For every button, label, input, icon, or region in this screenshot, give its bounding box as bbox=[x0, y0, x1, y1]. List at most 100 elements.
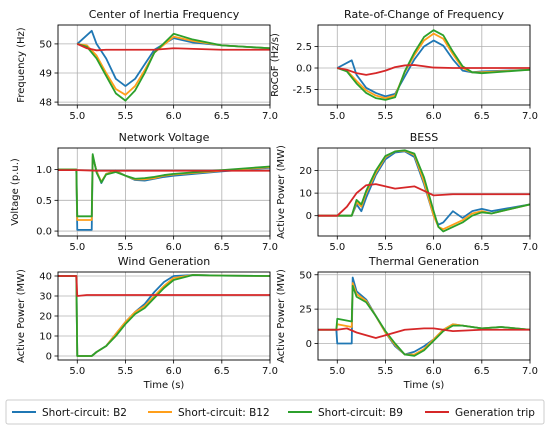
x-tick-label: 7.0 bbox=[262, 111, 278, 122]
y-tick-label: 20 bbox=[39, 312, 52, 323]
series-line-short-circuit-b9 bbox=[318, 284, 530, 357]
y-tick-label: 0.0 bbox=[36, 227, 52, 238]
x-tick-label: 7.0 bbox=[262, 366, 278, 377]
x-tick-label: 5.0 bbox=[69, 111, 85, 122]
legend-item-short-circuit-b9: Short-circuit: B9 bbox=[288, 407, 403, 419]
legend-box bbox=[5, 399, 545, 425]
series-line-short-circuit-b2 bbox=[318, 150, 530, 226]
series-line-short-circuit-b9 bbox=[318, 149, 530, 233]
x-tick-label: 7.0 bbox=[522, 242, 538, 253]
chart-network-voltage: 5.0 5.5 6.0 6.5 7.0 0.0 0.5 1.0 Network Voltage V… bbox=[10, 131, 278, 253]
y-axis-label: Active Power (MW) bbox=[16, 269, 27, 363]
legend-item-short-circuit-b12: Short-circuit: B12 bbox=[148, 407, 270, 419]
chart-title: Network Voltage bbox=[119, 131, 210, 144]
series-group bbox=[76, 29, 270, 102]
x-tick-label: 6.0 bbox=[166, 242, 182, 253]
x-tick-label: 6.5 bbox=[214, 111, 230, 122]
chart-rate-of-change-of-frequency: 5.0 5.5 6.0 6.5 7.0 -2.5 0.0 2.5 Rate-of-Change … bbox=[270, 8, 538, 122]
x-tick-label: 6.0 bbox=[426, 242, 442, 253]
series-line-short-circuit-b9 bbox=[58, 274, 270, 357]
y-tick-label: 50 bbox=[39, 39, 52, 50]
legend-item-generation-trip: Generation trip bbox=[425, 407, 535, 419]
y-axis-label: Active Power (MW) bbox=[276, 269, 287, 363]
y-axis-label: Voltage (p.u.) bbox=[10, 158, 21, 226]
y-axis-label: Active Power (MW) bbox=[276, 145, 287, 239]
plot-frame bbox=[317, 24, 531, 106]
x-tick-label: 7.0 bbox=[262, 242, 278, 253]
y-tick-label: 0.0 bbox=[296, 64, 312, 75]
y-tick-label: 10 bbox=[39, 332, 52, 343]
series-line-short-circuit-b12 bbox=[77, 35, 270, 96]
x-tick-label: 6.5 bbox=[214, 242, 230, 253]
x-axis-label: Time (s) bbox=[403, 380, 445, 391]
x-tick-label: 5.0 bbox=[329, 242, 345, 253]
legend-label: Short-circuit: B9 bbox=[318, 407, 403, 419]
chart-title: Center of Inertia Frequency bbox=[89, 8, 240, 21]
y-tick-label: 49 bbox=[39, 69, 52, 80]
y-tick-label: 10 bbox=[299, 189, 312, 200]
series-line-generation-trip bbox=[318, 327, 530, 339]
series-group bbox=[318, 149, 530, 233]
x-tick-label: 5.5 bbox=[378, 242, 394, 253]
y-tick-label: 0 bbox=[306, 211, 312, 222]
series-line-short-circuit-b12 bbox=[337, 32, 530, 100]
y-tick-label: -2.5 bbox=[292, 85, 312, 96]
legend-item-short-circuit-b2: Short-circuit: B2 bbox=[12, 407, 127, 419]
y-tick-label: 1.0 bbox=[36, 165, 52, 176]
plot-frame bbox=[57, 147, 271, 237]
y-tick-label: 20 bbox=[299, 166, 312, 177]
x-tick-label: 6.0 bbox=[426, 111, 442, 122]
plot-frame bbox=[57, 24, 271, 106]
series-line-short-circuit-b2 bbox=[76, 29, 270, 87]
x-axis-label: Time (s) bbox=[143, 380, 185, 391]
chart-title: BESS bbox=[410, 131, 438, 144]
series-line-short-circuit-b2 bbox=[318, 276, 530, 356]
legend-label: Generation trip bbox=[455, 407, 535, 419]
plot-frame bbox=[317, 147, 531, 237]
chart-bess: 5.0 5.5 6.0 6.5 7.0 0 10 20 BESS Active Power (MW… bbox=[276, 131, 538, 253]
x-tick-label: 5.5 bbox=[118, 111, 134, 122]
x-tick-label: 7.0 bbox=[522, 111, 538, 122]
chart-title: Rate-of-Change of Frequency bbox=[344, 8, 504, 21]
y-tick-label: 30 bbox=[39, 292, 52, 303]
chart-wind-generation: 5.0 5.5 6.0 6.5 7.0 0 10 20 30 40 Wind Generation A… bbox=[16, 255, 278, 391]
x-tick-label: 6.0 bbox=[426, 366, 442, 377]
x-tick-label: 5.0 bbox=[329, 366, 345, 377]
series-line-generation-trip bbox=[58, 275, 270, 297]
series-line-short-circuit-b2 bbox=[336, 39, 530, 98]
legend-label: Short-circuit: B12 bbox=[178, 407, 270, 419]
chart-title: Wind Generation bbox=[118, 255, 211, 268]
x-tick-label: 5.5 bbox=[378, 111, 394, 122]
y-tick-label: 40 bbox=[39, 272, 52, 283]
series-group bbox=[58, 274, 270, 357]
series-line-short-circuit-b9 bbox=[58, 153, 270, 218]
x-tick-label: 6.5 bbox=[474, 366, 490, 377]
x-tick-label: 6.0 bbox=[166, 366, 182, 377]
y-tick-label: 50 bbox=[299, 270, 312, 281]
legend: Short-circuit: B2 Short-circuit: B12 Short… bbox=[5, 399, 545, 425]
y-tick-label: 25 bbox=[299, 305, 312, 316]
chart-panels: 5.0 5.5 6.0 6.5 7.0 48 49 50 Center of Inertia F… bbox=[10, 8, 538, 391]
x-tick-label: 6.0 bbox=[166, 111, 182, 122]
x-tick-label: 5.5 bbox=[118, 242, 134, 253]
series-line-generation-trip bbox=[318, 183, 530, 217]
x-tick-label: 7.0 bbox=[522, 366, 538, 377]
series-group bbox=[318, 276, 530, 357]
plot-frame bbox=[317, 271, 531, 361]
legend-label: Short-circuit: B2 bbox=[42, 407, 127, 419]
x-tick-label: 6.5 bbox=[214, 366, 230, 377]
y-tick-label: 48 bbox=[39, 98, 52, 109]
series-line-generation-trip bbox=[337, 64, 530, 76]
chart-title: Thermal Generation bbox=[368, 255, 479, 268]
x-tick-label: 5.0 bbox=[69, 242, 85, 253]
chart-center-of-inertia-frequency: 5.0 5.5 6.0 6.5 7.0 48 49 50 Center of Inertia F… bbox=[16, 8, 278, 122]
y-axis-label: RoCoF (Hz/s) bbox=[270, 33, 281, 97]
series-line-short-circuit-b9 bbox=[77, 32, 270, 102]
x-tick-label: 5.5 bbox=[118, 366, 134, 377]
y-axis-label: Frequency (Hz) bbox=[16, 27, 27, 103]
y-tick-label: 0 bbox=[46, 352, 52, 363]
x-tick-label: 5.0 bbox=[69, 366, 85, 377]
y-tick-label: 0 bbox=[306, 339, 312, 350]
x-tick-label: 6.5 bbox=[474, 242, 490, 253]
